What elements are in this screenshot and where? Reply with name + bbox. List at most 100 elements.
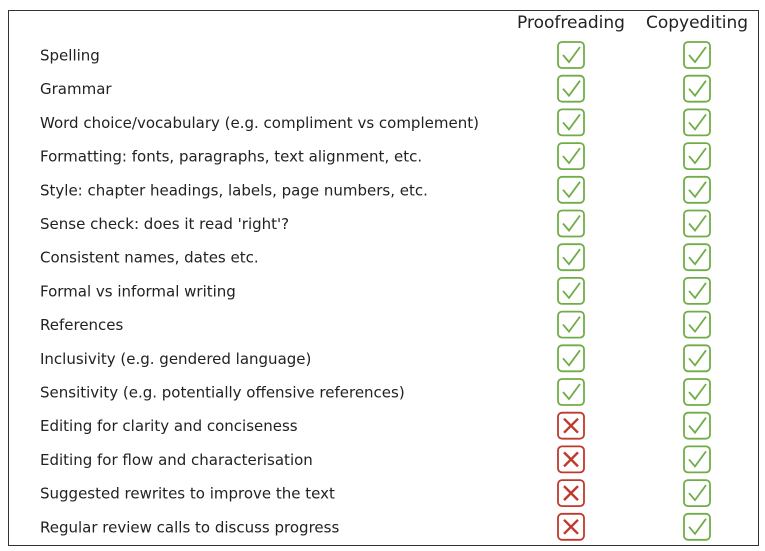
icon-box [683,310,711,339]
check-mark [688,383,707,401]
check-mark [688,484,707,502]
cross-mark [563,417,579,434]
check-icon [557,41,585,69]
row-label: Sensitivity (e.g. potentially offensive … [40,384,405,402]
check-mark [688,147,707,165]
check-mark [562,349,581,367]
check-mark [688,214,707,232]
check-icon [683,344,711,373]
row-label: Spelling [40,47,100,65]
cross-mark [563,451,579,468]
check-icon [683,479,711,508]
row-label: Editing for flow and characterisation [40,451,313,469]
check-icon [683,445,711,474]
check-icon [557,209,585,238]
icon-box [557,411,585,440]
check-mark [562,248,581,266]
check-icon [557,74,585,103]
check-mark [562,46,581,64]
check-icon [683,378,711,406]
cross-icon [557,479,585,508]
check-mark [562,113,581,131]
icon-box [683,243,711,272]
table-border [8,10,759,546]
icon-box [557,310,585,339]
cross-icon [557,411,585,440]
row-label: Regular review calls to discuss progress [40,518,339,536]
check-icon [683,310,711,339]
icon-box [557,276,585,305]
check-icon [683,512,711,541]
check-icon [683,41,711,69]
check-icon [683,74,711,103]
check-mark [562,214,581,232]
check-icon [557,243,585,272]
cross-mark [563,518,579,535]
cross-icon [557,445,585,474]
check-icon [557,310,585,339]
column-header: Proofreading [517,13,625,33]
icon-box [557,479,585,508]
row-label: Word choice/vocabulary (e.g. compliment … [40,114,479,132]
check-mark [688,248,707,266]
icon-box [557,41,585,69]
check-icon [683,243,711,272]
check-mark [562,282,581,300]
icon-box [683,175,711,204]
row-label: Sense check: does it read 'right'? [40,215,289,233]
check-mark [688,316,707,334]
check-icon [557,175,585,204]
check-icon [683,209,711,238]
check-mark [688,282,707,300]
icon-box [557,378,585,406]
check-mark [688,518,707,536]
check-icon [683,108,711,137]
check-mark [562,383,581,401]
row-label: Inclusivity (e.g. gendered language) [40,350,311,368]
check-icon [557,108,585,137]
icon-box [557,74,585,103]
icon-box [557,175,585,204]
icon-box [557,142,585,171]
icon-box [683,512,711,541]
check-icon [557,344,585,373]
check-mark [562,80,581,98]
check-icon [683,411,711,440]
icon-box [683,108,711,137]
column-header: Copyediting [646,13,748,33]
check-icon [683,175,711,204]
row-label: Editing for clarity and conciseness [40,417,298,435]
check-mark [562,316,581,334]
icon-box [557,344,585,373]
icon-box [683,378,711,406]
check-mark [688,80,707,98]
icon-box [683,142,711,171]
row-label: Grammar [40,80,112,98]
check-mark [688,349,707,367]
icon-box [557,209,585,238]
icon-box [683,41,711,69]
check-mark [688,46,707,64]
check-mark [562,181,581,199]
icon-box [683,411,711,440]
icon-box [557,512,585,541]
icon-box [557,108,585,137]
icon-box [557,243,585,272]
check-icon [557,276,585,305]
icon-box [557,445,585,474]
check-icon [683,276,711,305]
icon-box [683,344,711,373]
check-mark [688,450,707,468]
icon-box [683,74,711,103]
check-mark [688,113,707,131]
cross-mark [563,485,579,501]
check-mark [688,417,707,435]
row-label: Suggested rewrites to improve the text [40,485,335,503]
icon-box [683,276,711,305]
check-icon [557,378,585,406]
check-icon [557,142,585,171]
cross-icon [557,512,585,541]
check-mark [688,181,707,199]
